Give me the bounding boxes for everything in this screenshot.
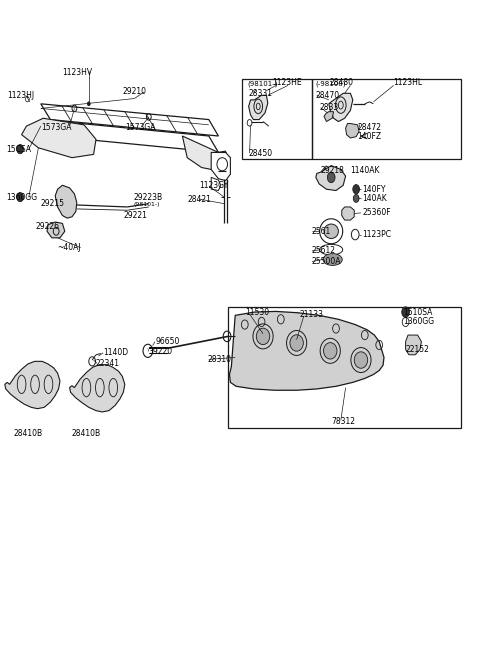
Text: 28331: 28331 [249,89,273,98]
Text: 140AK: 140AK [362,194,387,203]
Text: 28450: 28450 [249,148,273,158]
Polygon shape [329,93,353,122]
Bar [242,79,312,159]
Circle shape [353,185,360,194]
Ellipse shape [256,328,270,344]
Text: 29210: 29210 [122,87,146,97]
Text: ~40AJ: ~40AJ [58,243,81,252]
Circle shape [327,172,335,183]
Circle shape [87,102,90,106]
Polygon shape [211,152,230,181]
Text: 22341: 22341 [96,359,120,368]
Ellipse shape [324,224,338,238]
Polygon shape [324,112,334,122]
Circle shape [17,193,24,202]
Text: 28472: 28472 [358,123,382,132]
Polygon shape [182,136,226,171]
Circle shape [402,307,409,317]
Polygon shape [211,177,221,191]
Polygon shape [55,185,77,218]
Text: 1140AK: 1140AK [350,166,380,175]
Text: 1123GY: 1123GY [199,181,228,191]
Polygon shape [41,104,218,136]
Text: 11530: 11530 [245,307,269,317]
Ellipse shape [323,254,342,265]
Text: 2833: 2833 [319,103,338,112]
Text: (98101-): (98101-) [133,202,160,208]
Polygon shape [406,335,421,355]
Text: 28410B: 28410B [13,429,43,438]
Text: 28480: 28480 [329,78,353,87]
Text: 25612: 25612 [311,246,335,256]
Text: 29226: 29226 [36,221,60,231]
Circle shape [353,194,359,202]
Text: 96650: 96650 [155,337,180,346]
Polygon shape [5,361,60,409]
Circle shape [17,145,24,154]
Polygon shape [316,166,346,191]
Polygon shape [229,311,384,390]
Text: 1573GA: 1573GA [41,123,72,132]
Text: 1360GG: 1360GG [403,317,434,327]
Text: 29221: 29221 [124,211,148,220]
Text: 28310: 28310 [207,355,231,364]
Text: 1123PC: 1123PC [362,230,391,239]
Polygon shape [342,207,354,220]
Text: 1360GG: 1360GG [6,193,37,202]
Text: 1510SA: 1510SA [403,307,432,317]
Text: (-98100): (-98100) [316,80,347,87]
Text: 1140D: 1140D [103,348,128,357]
Text: 1123HJ: 1123HJ [7,91,35,101]
Polygon shape [22,118,96,158]
Text: 29223B: 29223B [133,193,163,202]
Text: 21133: 21133 [299,309,323,319]
Text: 25500A: 25500A [311,257,340,266]
Polygon shape [41,120,218,152]
Bar [312,79,461,159]
Text: 29218: 29218 [321,166,345,175]
Text: 140FZ: 140FZ [358,132,382,141]
Bar [228,307,461,428]
Text: 28470: 28470 [316,91,340,100]
Text: 78312: 78312 [331,417,355,426]
Text: (98101-): (98101-) [247,80,278,87]
Text: 1573GA: 1573GA [125,123,156,132]
Ellipse shape [290,335,303,351]
Text: 2561: 2561 [311,227,330,236]
Text: 28410B: 28410B [71,429,100,438]
Polygon shape [47,222,65,238]
Ellipse shape [324,343,337,359]
Text: 28421: 28421 [187,194,211,204]
Text: 25360F: 25360F [362,208,391,217]
Text: 1123HL: 1123HL [394,78,423,87]
Text: 1123HE: 1123HE [273,78,302,87]
Text: 39220: 39220 [149,347,173,356]
Text: 15CSA: 15CSA [6,145,31,154]
Text: 22152: 22152 [406,345,430,354]
Polygon shape [249,95,268,120]
Polygon shape [70,365,125,412]
Polygon shape [346,124,359,138]
Text: 29215: 29215 [41,199,65,208]
Text: 140FY: 140FY [362,185,386,194]
Text: 1123HV: 1123HV [62,68,93,77]
Ellipse shape [354,352,368,368]
